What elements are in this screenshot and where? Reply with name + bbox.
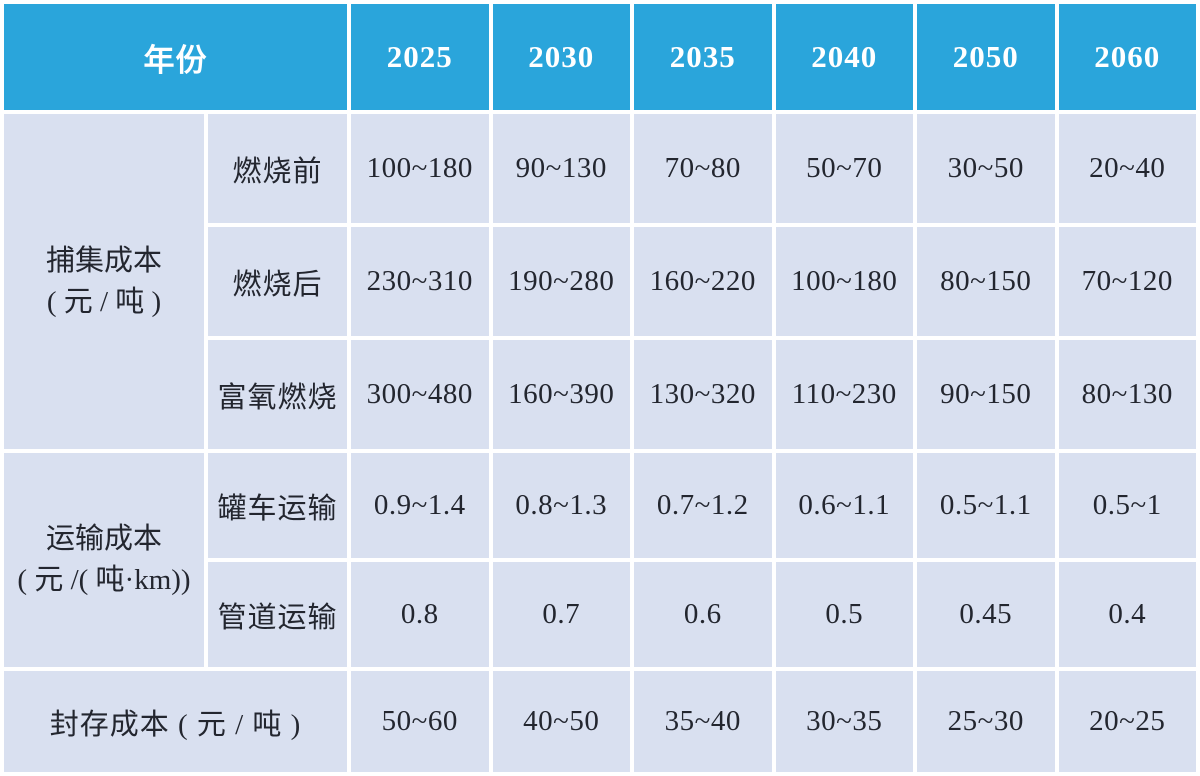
value-cell: 20~25 (1058, 671, 1196, 772)
capture-cost-group-unit: ( 元 / 吨 ) (46, 285, 162, 318)
year-column-2030: 2030 (492, 4, 630, 110)
value-cell: 0.5~1.1 (917, 453, 1055, 558)
year-column-2040: 2040 (775, 4, 913, 110)
value-cell: 50~70 (775, 114, 913, 223)
capture-cost-group-name: 捕集成本 (45, 244, 162, 277)
table-row-precombustion: 捕集成本 ( 元 / 吨 ) 燃烧前 100~180 90~130 70~80 … (4, 114, 1196, 449)
value-cell: 30~35 (775, 671, 913, 772)
value-cell: 110~230 (775, 340, 913, 449)
value-cell: 70~120 (1058, 227, 1196, 336)
value-cell: 130~320 (634, 340, 772, 449)
value-cell: 0.5 (775, 562, 913, 667)
value-cell: 80~130 (1058, 340, 1196, 449)
value-cell: 190~280 (492, 227, 630, 336)
table-row-pipeline: 管道运输 0.8 0.7 0.6 0.5 0.45 0.4 (4, 562, 1196, 667)
value-cell: 0.7 (492, 562, 630, 667)
table-row-postcombustion: 燃烧后 230~310 190~280 160~220 100~180 80~1… (4, 227, 1196, 336)
value-cell: 0.8~1.3 (492, 453, 630, 558)
year-column-2060: 2060 (1058, 4, 1196, 110)
row-label-oxyfuel: 富氧燃烧 (208, 340, 347, 449)
year-column-2025: 2025 (351, 4, 489, 110)
value-cell: 0.4 (1058, 562, 1196, 667)
row-label-pipeline: 管道运输 (208, 562, 347, 667)
value-cell: 80~150 (917, 227, 1055, 336)
table-row-storage: 封存成本 ( 元 / 吨 ) 50~60 40~50 35~40 30~35 2… (4, 671, 1196, 772)
value-cell: 160~220 (634, 227, 772, 336)
value-cell: 0.5~1 (1058, 453, 1196, 558)
value-cell: 0.7~1.2 (634, 453, 772, 558)
value-cell: 35~40 (634, 671, 772, 772)
year-column-2050: 2050 (917, 4, 1055, 110)
capture-cost-group-label: 捕集成本 ( 元 / 吨 ) (4, 114, 204, 449)
row-label-precombustion: 燃烧前 (208, 114, 347, 223)
table-row-tanker: 运输成本 ( 元 /( 吨·km)) 罐车运输 0.9~1.4 0.8~1.3 … (4, 453, 1196, 667)
value-cell: 0.45 (917, 562, 1055, 667)
value-cell: 50~60 (351, 671, 489, 772)
year-header-cell: 年份 (4, 4, 347, 110)
value-cell: 0.8 (351, 562, 489, 667)
value-cell: 30~50 (917, 114, 1055, 223)
year-column-2035: 2035 (634, 4, 772, 110)
value-cell: 0.9~1.4 (351, 453, 489, 558)
value-cell: 90~130 (492, 114, 630, 223)
value-cell: 0.6 (634, 562, 772, 667)
transport-cost-group-name: 运输成本 (45, 523, 162, 556)
value-cell: 300~480 (351, 340, 489, 449)
header-row: 年份 2025 2030 2035 2040 2050 2060 (4, 4, 1196, 110)
storage-cost-label: 封存成本 ( 元 / 吨 ) (4, 671, 347, 772)
value-cell: 40~50 (492, 671, 630, 772)
transport-cost-group-label: 运输成本 ( 元 /( 吨·km)) (4, 453, 204, 667)
transport-cost-group-unit: ( 元 /( 吨·km)) (17, 564, 191, 596)
value-cell: 230~310 (351, 227, 489, 336)
value-cell: 160~390 (492, 340, 630, 449)
value-cell: 90~150 (917, 340, 1055, 449)
value-cell: 70~80 (634, 114, 772, 223)
table-row-oxyfuel: 富氧燃烧 300~480 160~390 130~320 110~230 90~… (4, 340, 1196, 449)
value-cell: 20~40 (1058, 114, 1196, 223)
value-cell: 0.6~1.1 (775, 453, 913, 558)
row-label-postcombustion: 燃烧后 (208, 227, 347, 336)
value-cell: 100~180 (351, 114, 489, 223)
value-cell: 100~180 (775, 227, 913, 336)
value-cell: 25~30 (917, 671, 1055, 772)
row-label-tanker: 罐车运输 (208, 453, 347, 558)
